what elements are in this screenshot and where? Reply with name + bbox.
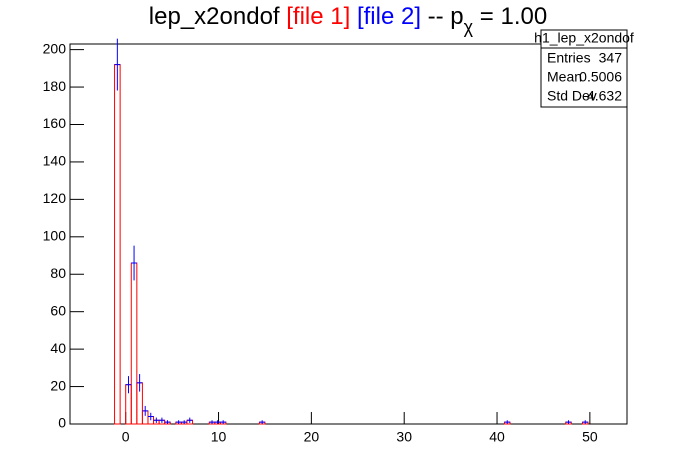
x-tick-label: 0 bbox=[122, 429, 130, 445]
y-tick-label: 40 bbox=[50, 340, 66, 356]
stats-label: Entries bbox=[547, 50, 591, 66]
y-tick-label: 20 bbox=[50, 377, 66, 393]
y-tick-label: 100 bbox=[43, 228, 67, 244]
y-tick-label: 200 bbox=[43, 40, 67, 56]
x-tick-label: 30 bbox=[396, 429, 412, 445]
y-tick-label: 0 bbox=[58, 415, 66, 431]
x-tick-label: 10 bbox=[211, 429, 227, 445]
frame bbox=[69, 43, 628, 425]
x-tick-label: 50 bbox=[582, 429, 598, 445]
y-tick-label: 140 bbox=[43, 153, 67, 169]
stats-label: Std Dev bbox=[547, 88, 597, 104]
title-file1: [file 1] bbox=[286, 3, 350, 30]
stats-value: 347 bbox=[599, 50, 623, 66]
stats-value: 4.632 bbox=[587, 88, 622, 104]
bar bbox=[130, 262, 138, 425]
title-file2: [file 2] bbox=[357, 3, 421, 30]
stats-label: Mean bbox=[547, 69, 582, 85]
stats-frame bbox=[540, 29, 628, 108]
y-tick-label: 160 bbox=[43, 115, 67, 131]
x-tick-label: 40 bbox=[489, 429, 505, 445]
y-tick-label: 60 bbox=[50, 302, 66, 318]
stats-title: h1_lep_x2ondof bbox=[534, 30, 634, 46]
y-tick-label: 120 bbox=[43, 190, 67, 206]
title-p: -- p bbox=[428, 3, 464, 30]
title-name: lep_x2ondof bbox=[149, 3, 280, 30]
bar bbox=[114, 64, 121, 425]
chart-title: lep_x2ondof [file 1] [file 2] -- pχ = 1.… bbox=[149, 3, 547, 40]
y-tick-label: 80 bbox=[50, 265, 66, 281]
y-tick-label: 180 bbox=[43, 78, 67, 94]
x-tick-label: 20 bbox=[304, 429, 320, 445]
stats-value: 0.5006 bbox=[579, 69, 622, 85]
title-sub: χ bbox=[464, 17, 474, 37]
title-pvalue: = 1.00 bbox=[480, 3, 547, 30]
